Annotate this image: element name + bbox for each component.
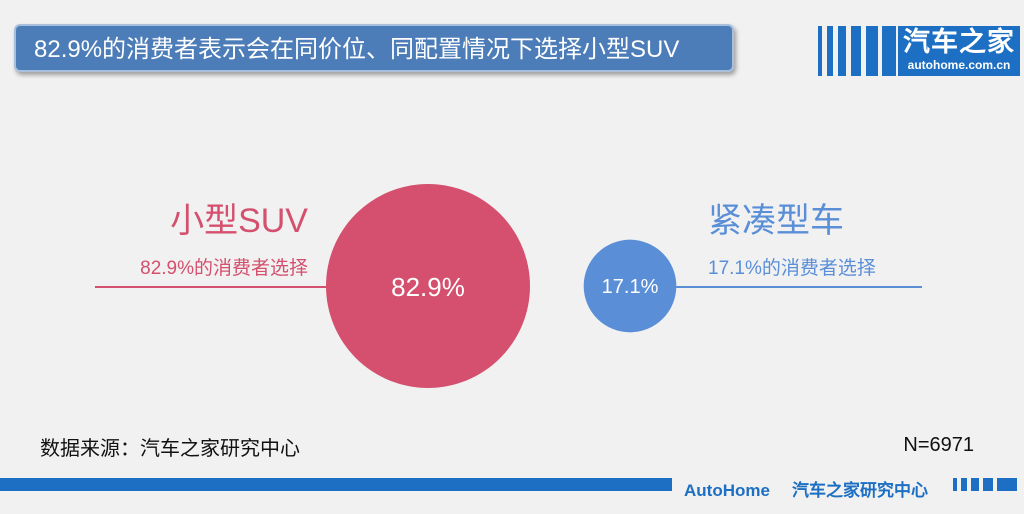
brand-en: AutoHome — [684, 481, 770, 500]
brand-cn: 汽车之家研究中心 — [791, 481, 928, 500]
bubble-0 — [326, 184, 530, 388]
bubble-1 — [583, 239, 677, 333]
data-source: 数据来源：汽车之家研究中心 — [40, 438, 300, 460]
series-description: 82.9%的消费者选择 — [140, 257, 308, 279]
series-name: 紧凑型车 — [708, 202, 844, 240]
bottom-bar — [0, 478, 672, 491]
logo-cn-text: 汽车之家 — [903, 27, 1015, 57]
page-title: 82.9%的消费者表示会在同价位、同配置情况下选择小型SUV — [14, 24, 734, 72]
autohome-logo: 汽车之家 autohome.com.cn — [898, 26, 1020, 76]
logo-en-text: autohome.com.cn — [907, 58, 1011, 72]
sample-size: N=6971 — [903, 434, 974, 456]
bubble-value-label: 82.9% — [391, 272, 465, 302]
series-name: 小型SUV — [170, 202, 308, 240]
bubble-value-label: 17.1% — [602, 276, 659, 298]
series-description: 17.1%的消费者选择 — [708, 257, 876, 279]
bottom-brand: AutoHome 汽车之家研究中心 — [684, 476, 928, 501]
